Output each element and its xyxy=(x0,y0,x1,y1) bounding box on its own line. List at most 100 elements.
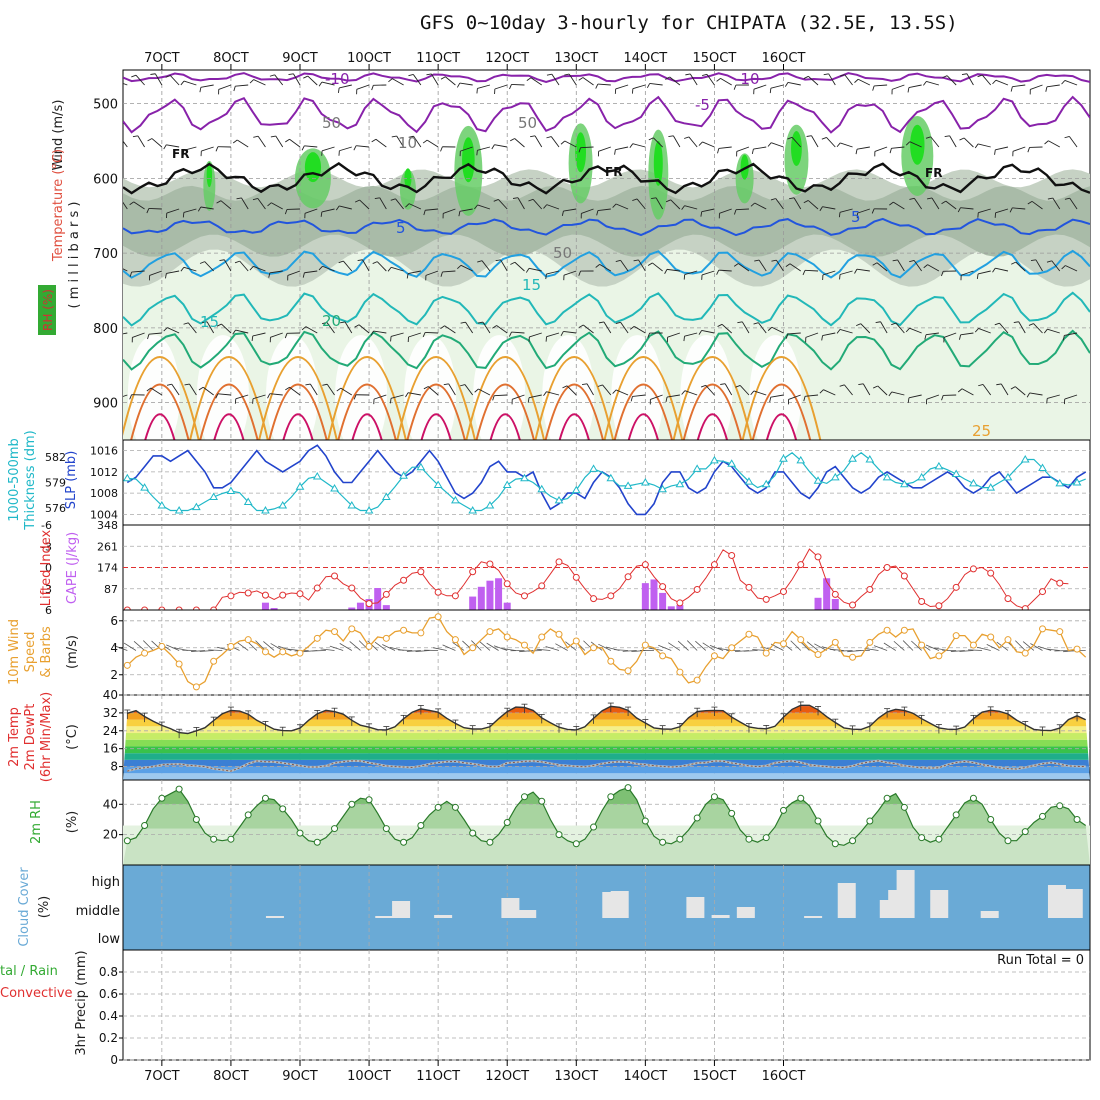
side-labels: Wind (m/s) Temperature (°C) RH (%) ( m i… xyxy=(0,100,1084,1056)
wind-barb-flag xyxy=(838,212,841,218)
wind-barb-flag xyxy=(907,87,910,93)
wind-barb-flag xyxy=(301,145,305,151)
wind-barb-flag xyxy=(581,383,588,385)
contour-label: 15 xyxy=(200,313,219,331)
wind-barb xyxy=(1065,265,1078,272)
wind-barb-flag xyxy=(285,386,290,391)
temp2m-line xyxy=(127,704,1086,735)
wind10m-barb xyxy=(415,650,430,652)
wind-barb xyxy=(649,82,663,86)
precip-total-label: tal / Rain xyxy=(0,964,58,979)
wind-barb xyxy=(534,135,543,148)
bottom-x-tick-label: 14OCT xyxy=(623,1069,667,1084)
wind-barb-flag xyxy=(891,322,897,326)
bottom-x-tick-label: 16OCT xyxy=(762,1069,806,1084)
rh2m-line-point xyxy=(607,793,615,801)
cape-bar xyxy=(374,588,382,610)
wind-barb xyxy=(805,332,819,338)
wind-barb-flag xyxy=(974,328,979,333)
wind-barb xyxy=(235,84,249,87)
wind-barb-flag xyxy=(648,137,654,141)
wind-barb xyxy=(321,146,335,152)
wind-barb xyxy=(943,332,957,338)
wind10m-speed-line-point xyxy=(192,683,200,691)
contour-minus5 xyxy=(123,95,1090,134)
wind-barb-flag xyxy=(322,321,328,325)
wind-barb-flag xyxy=(698,330,703,335)
wind-barb xyxy=(926,80,940,86)
wind-barb-flag xyxy=(737,321,743,324)
wind10m-speed-line-point xyxy=(469,644,477,652)
wind-barb-flag xyxy=(578,270,581,276)
wind-barb xyxy=(235,394,249,400)
wind-barb xyxy=(857,208,870,214)
wind-barb-flag xyxy=(353,394,357,400)
wind10m-barb xyxy=(143,640,154,651)
wind-barb xyxy=(464,384,474,396)
rh2m-line-point xyxy=(296,829,304,837)
rh2m-line-point xyxy=(365,796,373,804)
wind-barb-flag xyxy=(357,259,363,261)
wind-barb-flag xyxy=(423,210,426,216)
wind-barb-flag xyxy=(543,204,548,209)
thickness-line-point xyxy=(485,500,495,509)
wind-barb xyxy=(615,84,629,90)
wind-barb-flag xyxy=(1043,328,1048,334)
wind10m-speed-line-point xyxy=(451,636,459,644)
wind10m-speed-line-point xyxy=(728,644,736,652)
wind10m-barb xyxy=(191,650,206,652)
wind-barb xyxy=(183,146,197,151)
cape-bar xyxy=(348,607,356,610)
wind-barb xyxy=(253,79,266,86)
wind-barb xyxy=(702,141,715,148)
rh2m-line-point xyxy=(158,794,166,802)
wind-barb xyxy=(166,208,180,214)
rh2m-line-point xyxy=(486,838,494,846)
wind-barb xyxy=(236,139,249,148)
wind-barb xyxy=(721,323,732,334)
wind-barb xyxy=(688,136,698,148)
wind-barb-flag xyxy=(750,202,755,207)
wind-barb xyxy=(701,270,715,276)
lifted-index-line-point xyxy=(434,588,442,596)
contour-20 xyxy=(123,329,1090,371)
wind-barb xyxy=(1030,84,1043,90)
wind-barb-flag xyxy=(474,204,478,210)
wind-barb xyxy=(652,262,663,272)
wind-barb xyxy=(171,383,180,396)
wind-barb xyxy=(893,201,905,210)
cape-bar xyxy=(641,583,649,610)
wind10m-barb xyxy=(893,640,905,651)
wind-barb xyxy=(1047,328,1060,334)
slp-line xyxy=(126,444,1087,516)
wind-barb-flag xyxy=(632,198,638,201)
wind-barb xyxy=(517,197,525,210)
dewpoint-dash xyxy=(127,760,1086,772)
wind-barb-flag xyxy=(527,397,530,403)
wind-barb-flag xyxy=(700,384,706,388)
cloud-block xyxy=(1047,885,1066,918)
wind-barb-flag xyxy=(803,200,809,204)
thickness-line-point xyxy=(416,462,426,471)
wind-barb xyxy=(445,76,456,86)
wind-barb xyxy=(757,322,767,334)
wind-barb-flag xyxy=(249,79,254,84)
wind-barb-flag xyxy=(977,74,983,78)
wind10m-barb xyxy=(996,641,1009,651)
wind-barb-flag xyxy=(785,263,791,267)
lifted-index-line-point xyxy=(417,568,425,576)
y-tick-label: 6 xyxy=(110,614,118,628)
wind-barb xyxy=(289,386,301,396)
wind-barb-flag xyxy=(803,396,806,402)
wind-barb-flag xyxy=(597,384,603,387)
wind-barb xyxy=(343,260,353,272)
wind-barb xyxy=(339,205,352,210)
wind-barb xyxy=(909,141,922,148)
cape-bar xyxy=(823,578,831,610)
rh2m-line-point xyxy=(244,811,252,819)
wind10m-speed-line-point xyxy=(693,676,701,684)
lifted-index-line-point xyxy=(918,598,926,605)
rh2m-line-point xyxy=(745,835,753,843)
temp2m-label: 2m Temp xyxy=(7,707,22,767)
wind-barb xyxy=(511,83,525,86)
